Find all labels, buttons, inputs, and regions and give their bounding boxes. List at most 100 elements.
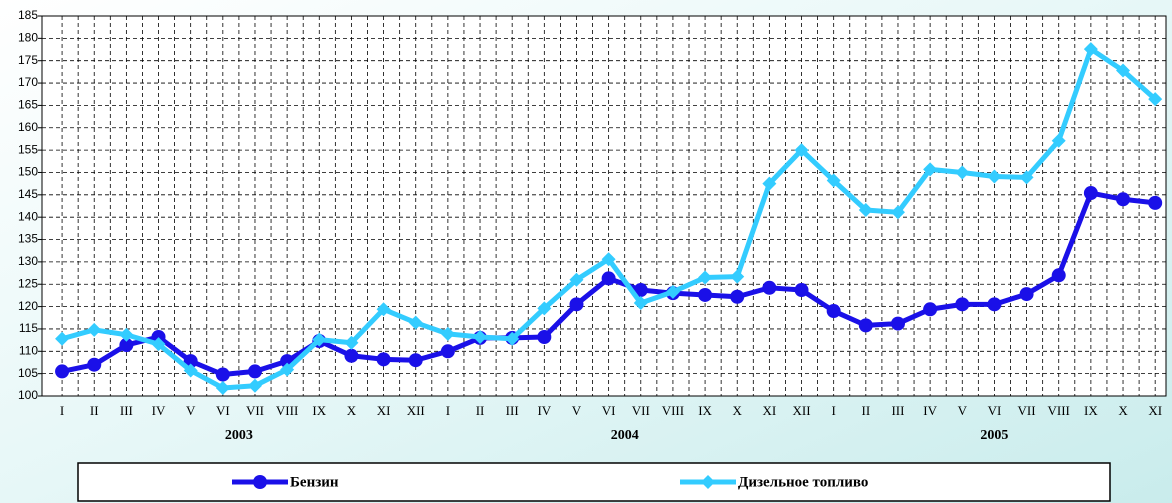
point (440, 344, 455, 359)
point (247, 364, 262, 379)
point (408, 315, 423, 330)
x-tick-label: X (347, 403, 357, 418)
y-tick-label: 165 (18, 98, 38, 112)
point (923, 302, 938, 317)
point (955, 297, 970, 312)
point (87, 357, 102, 372)
x-tick-label: III (506, 403, 519, 418)
point (473, 329, 488, 344)
x-tick-label: III (891, 403, 904, 418)
point (858, 203, 873, 218)
point (55, 331, 70, 346)
point (923, 162, 938, 177)
point (987, 169, 1002, 184)
point (1083, 42, 1098, 57)
y-tick-label: 145 (18, 187, 38, 201)
point (376, 352, 391, 367)
point (633, 283, 648, 298)
x-tick-label: VII (1018, 403, 1036, 418)
point (537, 301, 552, 316)
x-tick-label: VI (602, 403, 616, 418)
x-tick-label: VI (988, 403, 1002, 418)
point (312, 332, 327, 347)
y-tick-label: 170 (18, 75, 38, 89)
point (1051, 133, 1066, 148)
point (215, 367, 230, 382)
point (890, 316, 905, 331)
y-tick-label: 130 (18, 254, 38, 268)
plot-area (41, 15, 1167, 397)
point (730, 269, 745, 284)
point (280, 362, 295, 377)
x-tick-label: IV (152, 403, 166, 418)
point (55, 364, 70, 379)
y-tick-label: 175 (18, 53, 38, 67)
point (1116, 63, 1131, 78)
point (505, 331, 520, 346)
point (569, 272, 584, 287)
y-tick-label: 180 (18, 31, 38, 45)
point (408, 353, 423, 368)
group-label: 2003 (225, 428, 253, 443)
legend-label: Дизельное топливо (738, 474, 868, 490)
point (1148, 195, 1163, 210)
point (858, 318, 873, 333)
legend-label: Бензин (290, 474, 339, 490)
point (247, 378, 262, 393)
x-tick-label: I (832, 403, 836, 418)
x-tick-label: II (90, 403, 99, 418)
x-tick-label: I (446, 403, 450, 418)
x-tick-label: V (572, 403, 582, 418)
point (762, 280, 777, 295)
x-tick-label: XII (793, 403, 811, 418)
y-tick-label: 160 (18, 120, 38, 134)
x-tick-label: V (958, 403, 968, 418)
point (183, 363, 198, 378)
y-tick-label: 140 (18, 209, 38, 223)
x-tick-label: V (186, 403, 196, 418)
point (633, 296, 648, 311)
x-tick-label: VIII (1048, 403, 1070, 418)
x-tick-label: VII (246, 403, 264, 418)
x-tick-label: II (861, 403, 870, 418)
x-tick-label: IX (312, 403, 326, 418)
point (1051, 268, 1066, 283)
point (730, 289, 745, 304)
x-tick-label: XI (377, 403, 391, 418)
point (890, 205, 905, 220)
point (1116, 192, 1131, 207)
point (344, 348, 359, 363)
y-tick-label: 125 (18, 276, 38, 290)
point (119, 338, 134, 353)
x-tick-label: IV (537, 403, 551, 418)
y-tick-label: 110 (19, 343, 38, 357)
x-tick-label: II (476, 403, 485, 418)
x-tick-label: IV (923, 403, 937, 418)
point (1083, 186, 1098, 201)
point (826, 173, 841, 188)
x-tick-label: VIII (276, 403, 298, 418)
y-tick-label: 120 (18, 299, 38, 313)
x-tick-label: I (60, 403, 64, 418)
x-tick-label: X (1118, 403, 1128, 418)
point (440, 326, 455, 341)
point (701, 475, 715, 489)
point (1019, 287, 1034, 302)
point (376, 302, 391, 317)
y-tick-label: 150 (18, 165, 38, 179)
point (665, 284, 680, 299)
point (569, 297, 584, 312)
point (698, 270, 713, 285)
y-tick-label: 155 (18, 142, 38, 156)
y-tick-label: 185 (18, 8, 38, 22)
y-tick-label: 135 (18, 232, 38, 246)
point (119, 327, 134, 342)
point (1019, 170, 1034, 185)
x-tick-label: XI (1148, 403, 1162, 418)
y-tick-label: 100 (18, 388, 38, 402)
x-tick-label: X (733, 403, 743, 418)
group-label: 2004 (611, 428, 639, 443)
group-label: 2005 (980, 428, 1008, 443)
point (344, 335, 359, 350)
point (1148, 92, 1163, 107)
